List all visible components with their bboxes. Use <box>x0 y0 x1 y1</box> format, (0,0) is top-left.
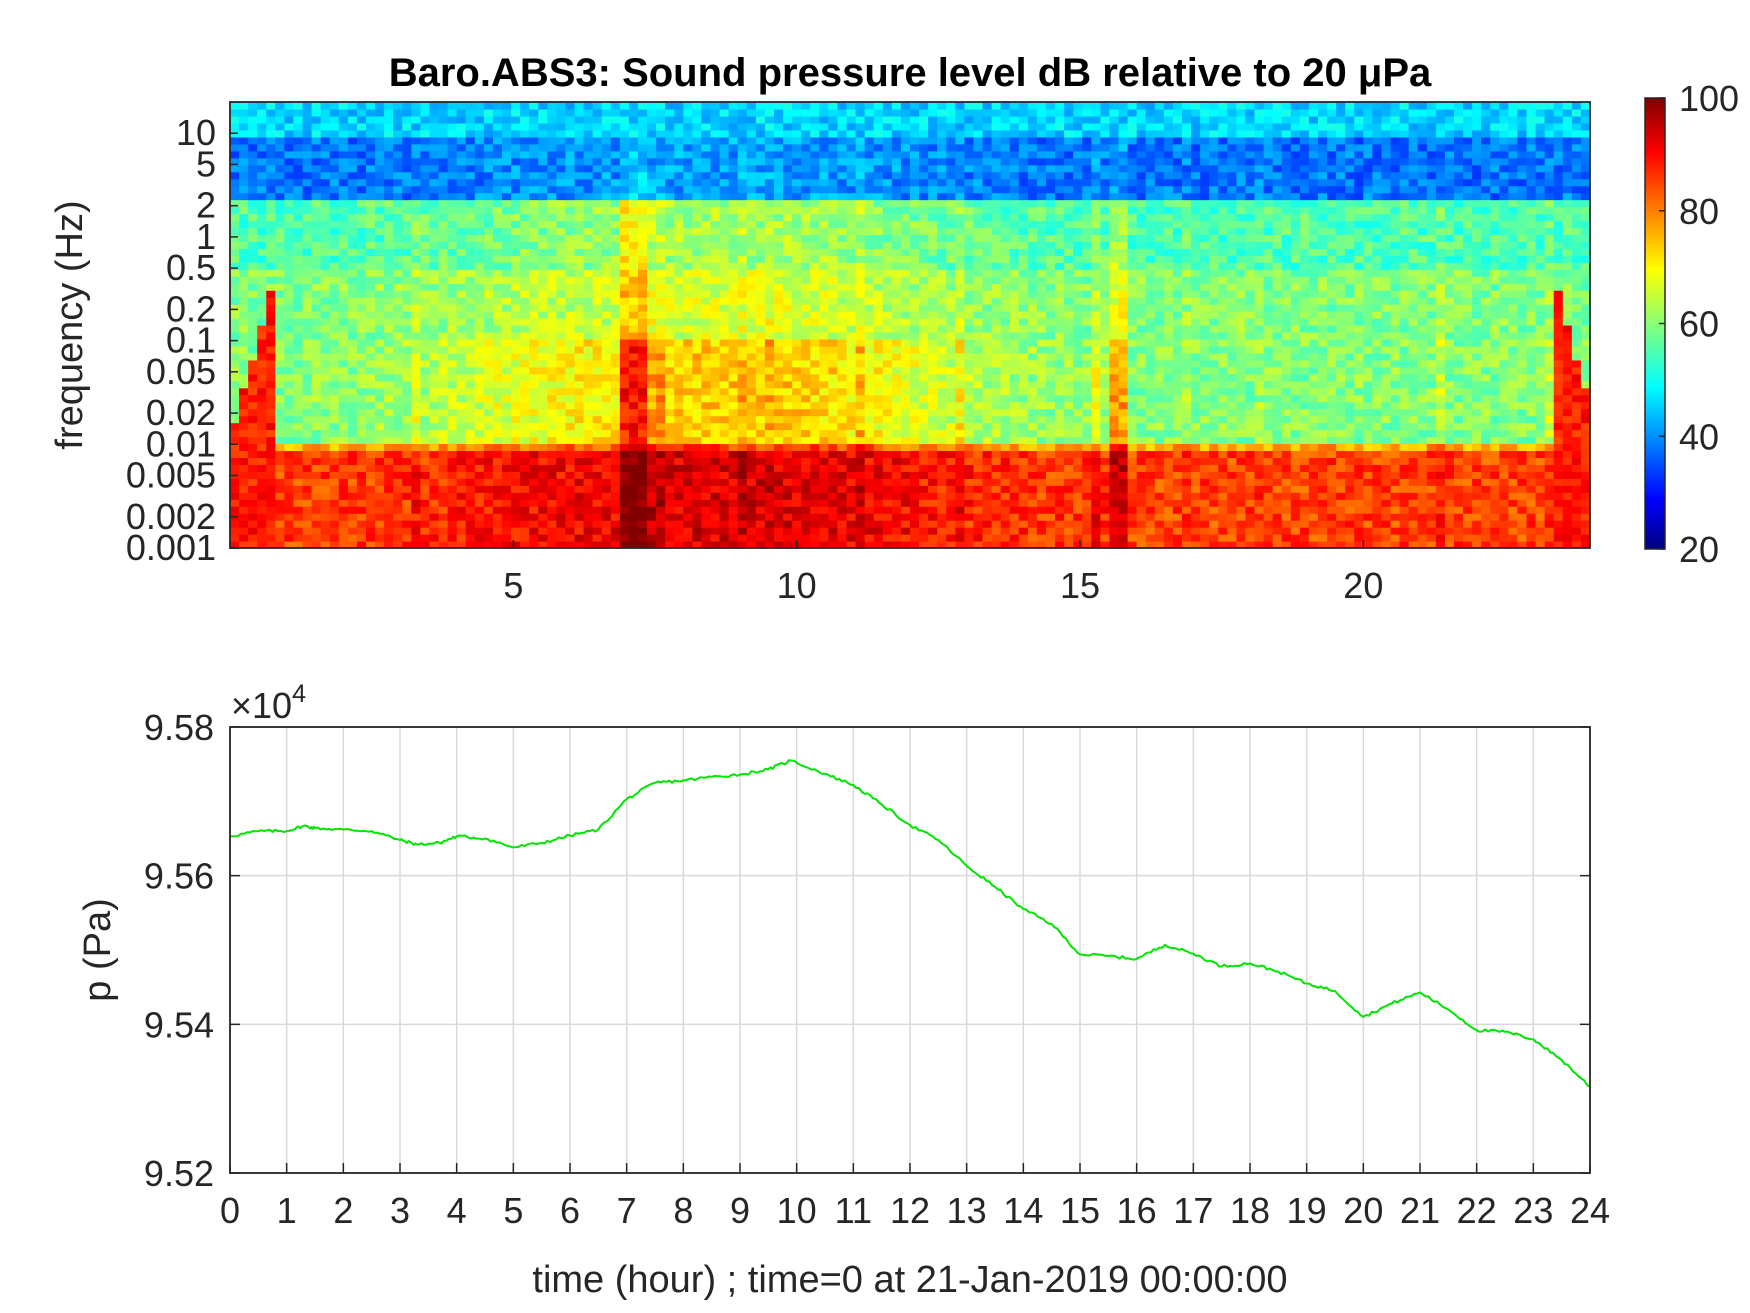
pressure-x-tick-label: 24 <box>1570 1190 1610 1231</box>
pressure-x-tick-label: 20 <box>1343 1190 1383 1231</box>
spectrogram-x-tick-label: 10 <box>777 565 817 606</box>
spectrogram-y-tick-label: 5 <box>196 143 216 184</box>
colorbar-tick-label: 40 <box>1679 416 1719 457</box>
pressure-x-ticks: 0 1 2 3 4 5 6 7 8 9 10 11 12 13 14 15 16 17 18 19 20 21 22 23 24 <box>220 1163 1610 1231</box>
spectrogram-axes-box <box>229 101 1591 549</box>
spectrogram-x-ticks: 5 10 15 20 <box>503 540 1383 606</box>
pressure-x-tick-label: 8 <box>673 1190 693 1231</box>
spectrogram-y-tick-label: 0.1 <box>166 320 216 361</box>
pressure-series-line <box>230 759 1590 1088</box>
pressure-x-tick-label: 5 <box>503 1190 523 1231</box>
pressure-x-tick-label: 14 <box>1003 1190 1043 1231</box>
pressure-x-tick-label: 10 <box>777 1190 817 1231</box>
pressure-x-tick-label: 19 <box>1287 1190 1327 1231</box>
pressure-x-tick-label: 11 <box>835 1190 872 1231</box>
colorbar-tick-label: 20 <box>1679 529 1719 570</box>
spectrogram-y-tick-label: 2 <box>196 185 216 226</box>
spectrogram-y-tick-label: 0.001 <box>126 527 216 568</box>
spectrogram-y-tick-label: 0.005 <box>126 455 216 496</box>
pressure-y-tick-label: 9.52 <box>144 1153 214 1194</box>
pressure-x-tick-label: 0 <box>220 1190 240 1231</box>
pressure-x-tick-label: 15 <box>1060 1190 1100 1231</box>
spectrogram-heatmap <box>230 102 1590 548</box>
pressure-x-tick-label: 12 <box>890 1190 930 1231</box>
pressure-y-axis-label: p (Pa) <box>77 898 119 1001</box>
spectrogram-y-tick-label: 0.5 <box>166 247 216 288</box>
spectrogram-x-tick-label: 5 <box>503 565 523 606</box>
pressure-x-tick-label: 17 <box>1173 1190 1213 1231</box>
colorbar-tick-label: 100 <box>1679 78 1739 119</box>
spectrogram-x-tick-label: 15 <box>1060 565 1100 606</box>
spectrogram-y-tick-label: 0.002 <box>126 496 216 537</box>
spectrogram-y-tick-label: 10 <box>176 112 216 153</box>
pressure-x-tick-label: 21 <box>1400 1190 1440 1231</box>
pressure-x-tick-label: 3 <box>390 1190 410 1231</box>
pressure-x-tick-label: 7 <box>617 1190 637 1231</box>
pressure-x-tick-label: 18 <box>1230 1190 1270 1231</box>
pressure-x-tick-label: 2 <box>333 1190 353 1231</box>
colorbar-ticks: 20 40 60 80 100 <box>1659 78 1739 570</box>
pressure-x-tick-label: 23 <box>1513 1190 1553 1231</box>
pressure-y-tick-label: 9.58 <box>144 707 214 748</box>
pressure-x-tick-label: 6 <box>560 1190 580 1231</box>
pressure-x-tick-label: 13 <box>947 1190 987 1231</box>
spectrogram-y-tick-label: 0.2 <box>166 288 216 329</box>
colorbar-tick-label: 80 <box>1679 191 1719 232</box>
pressure-x-tick-label: 16 <box>1117 1190 1157 1231</box>
spectrogram-y-tick-label: 0.02 <box>146 392 216 433</box>
pressure-x-tick-label: 4 <box>447 1190 467 1231</box>
spectrogram-y-tick-label: 0.01 <box>146 423 216 464</box>
y-exponent-power: 4 <box>292 680 306 708</box>
pressure-y-tick-label: 9.56 <box>144 856 214 897</box>
pressure-y-tick-label: 9.54 <box>144 1004 214 1045</box>
y-exponent-label: ×104 <box>231 680 306 726</box>
y-exponent-base: ×10 <box>231 685 292 726</box>
spectrogram-y-tick-label: 0.05 <box>146 351 216 392</box>
colorbar-tick-label: 60 <box>1679 304 1719 345</box>
pressure-y-ticks: 9.52 9.54 9.56 9.58 <box>144 707 1590 1194</box>
pressure-x-tick-label: 9 <box>730 1190 750 1231</box>
spectrogram-y-tick-label: 1 <box>196 216 216 257</box>
spectrogram-x-tick-label: 20 <box>1343 565 1383 606</box>
spectrogram-y-ticks: 0.0010.0020.0050.010.020.050.10.20.51251… <box>126 112 238 568</box>
pressure-x-tick-label: 22 <box>1457 1190 1497 1231</box>
pressure-x-tick-label: 1 <box>277 1190 297 1231</box>
pressure-x-axis-label: time (hour) ; time=0 at 21-Jan-2019 00:0… <box>532 1259 1287 1301</box>
chart-title: Baro.ABS3: Sound pressure level dB relat… <box>389 51 1432 95</box>
spectrogram-y-axis-label: frequency (Hz) <box>49 200 91 449</box>
